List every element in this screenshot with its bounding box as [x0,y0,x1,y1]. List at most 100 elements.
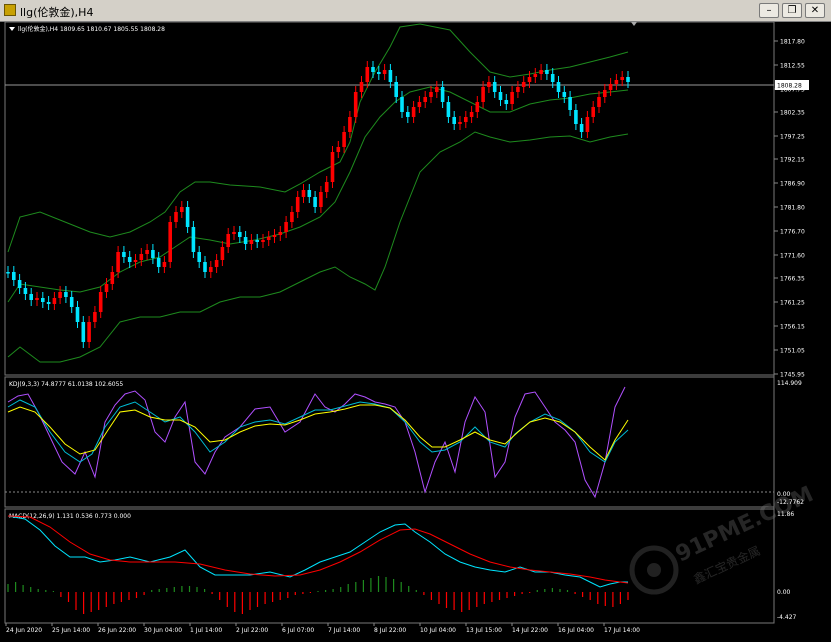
macd-tick-top: 11.86 [777,511,794,518]
candle-body [539,70,543,74]
candle-body [435,87,439,92]
candle-body [550,74,555,82]
price-tick-label: 1771.60 [780,253,805,260]
candle-body [104,284,109,292]
candle-body [122,252,126,257]
chart-area[interactable]: 91PME.COM 鑫汇宝贵金属 1817.801812.551807.7518… [0,22,831,642]
candle-body [278,232,283,235]
price-tick-label: 1751.05 [780,348,805,355]
chart-window-icon [4,4,16,16]
bollinger-bands [7,23,629,363]
price-tick-label: 1786.90 [780,181,805,188]
candle-body [440,87,445,102]
candle-body [238,232,242,237]
macd-tick-zero: 0.00 [777,589,791,596]
current-price-label: 1808.28 [777,83,802,90]
candle-body [197,252,201,262]
candle-body [133,260,138,262]
candle-body [579,124,584,132]
candle-body [87,322,91,342]
candle-body [52,298,57,304]
candle-body [23,288,28,294]
candle-body [220,247,225,260]
price-tick-label: 1756.15 [780,324,805,331]
candle-body [498,92,503,100]
candle-body [388,70,393,82]
candle-body [394,82,398,97]
kdj-tick-zero: 0.00 [777,491,791,498]
price-tick-label: 1776.70 [780,229,805,236]
minimize-button[interactable]: – [759,3,779,18]
kdj-j-line [7,386,626,499]
candle-body [93,312,97,322]
time-tick-label: 8 Jul 22:00 [374,627,406,634]
candle-body [521,82,526,87]
kdj-panel-frame [4,376,775,508]
candle-body [516,87,520,92]
time-axis: 24 Jun 2020 25 Jun 14:00 26 Jun 22:00 30 Ju… [5,623,640,634]
candle-body [46,302,51,304]
close-button[interactable]: ✕ [805,3,825,18]
time-tick-label: 24 Jun 2020 [6,627,42,634]
candle-body [162,262,167,267]
candle-body [214,260,219,267]
chart-symbol-arrow-icon [9,27,15,31]
candle-body [41,298,45,302]
title-bar[interactable]: llg(伦敦金),H4 – ❐ ✕ [0,0,831,22]
candle-body [603,90,607,97]
time-tick-label: 10 Jul 04:00 [420,627,456,634]
restore-button[interactable]: ❐ [782,3,802,18]
candle-body [458,122,462,124]
candle-body [29,294,33,300]
bollinger-middle [7,86,629,303]
candle-body [232,232,236,234]
price-tick-label: 1781.80 [780,205,805,212]
candle-body [17,280,22,288]
kdj-k-line [7,399,629,463]
kdj-d-line [7,404,629,461]
candle-body [81,322,86,342]
candle-body [313,197,317,207]
candle-body [353,92,358,117]
watermark-logo-icon [629,545,679,595]
candle-body [58,292,62,298]
candle-body [556,82,561,92]
candle-body [12,272,16,280]
candle-body [168,222,172,262]
candle-body [371,67,375,72]
candle-body [116,252,120,272]
time-tick-label: 6 Jul 07:00 [282,627,314,634]
candle-body [475,102,480,112]
candle-body [324,182,329,192]
candle-body [492,82,497,92]
candle-body [127,257,132,262]
candle-body [527,77,532,82]
candle-body [533,74,538,77]
candle-body [342,132,346,147]
candle-body [319,192,323,207]
macd-panel-header: MACD(12,26,9) 1.131 0.536 0.773 0.000 [9,513,131,520]
candle-body [591,107,595,117]
price-tick-label: 1761.25 [780,300,805,307]
price-tick-label: 1812.55 [780,63,805,70]
bollinger-lower [7,131,629,363]
candle-body [145,250,149,254]
candle-body [626,77,630,82]
macd-signal-line [7,515,629,584]
candle-body [266,237,271,240]
main-panel-header: llg(伦敦金),H4 1809.65 1810.67 1805.55 1808… [18,25,165,33]
kdj-tick-bottom: -12.7762 [777,499,804,506]
time-tick-label: 13 Jul 15:00 [466,627,502,634]
time-tick-label: 25 Jun 14:00 [52,627,90,634]
candle-body [608,84,613,90]
bollinger-upper [7,23,629,253]
candle-body [301,190,306,197]
window-title: llg(伦敦金),H4 [20,6,94,19]
price-tick-label: 1766.35 [780,276,805,283]
candle-body [348,117,352,132]
time-tick-label: 16 Jul 04:00 [558,627,594,634]
price-tick-label: 1802.35 [780,110,805,117]
price-tick-label: 1792.15 [780,157,805,164]
chart-shift-marker[interactable] [631,22,637,26]
